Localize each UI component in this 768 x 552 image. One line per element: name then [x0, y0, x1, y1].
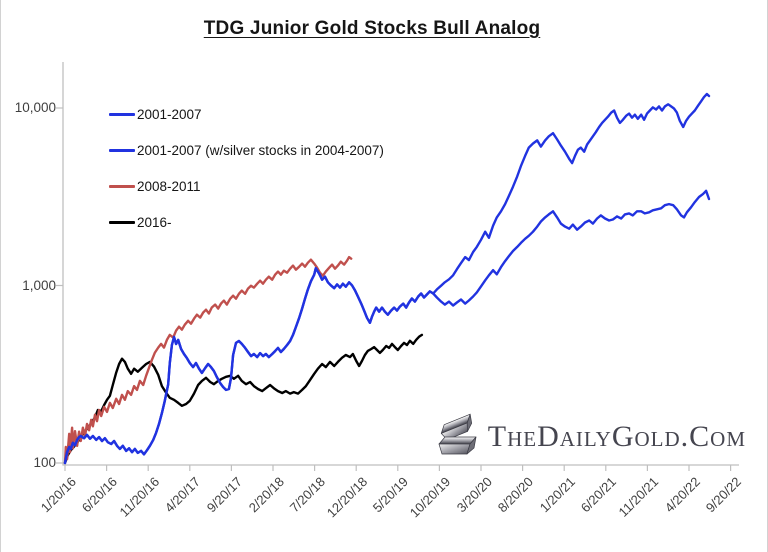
y-axis-label: 1,000 — [22, 277, 56, 293]
y-axis-label: 100 — [33, 455, 56, 470]
legend-item: 2016- — [109, 204, 384, 240]
legend-item: 2001-2007 (w/silver stocks in 2004-2007) — [109, 132, 384, 168]
watermark: TheDailyGold.Com — [434, 413, 746, 461]
legend-line-swatch — [109, 112, 135, 116]
legend-item: 2008-2011 — [109, 168, 384, 204]
legend-item: 2001-2007 — [109, 96, 384, 132]
legend-label: 2001-2007 (w/silver stocks in 2004-2007) — [137, 142, 384, 158]
gold-bars-icon — [438, 413, 477, 455]
legend-line-swatch — [109, 148, 135, 152]
series-line-2016- — [63, 333, 424, 465]
watermark-text: TheDailyGold.Com — [487, 420, 746, 453]
legend-line-swatch — [109, 184, 135, 188]
legend-label: 2001-2007 — [137, 106, 202, 122]
legend-label: 2016- — [137, 214, 172, 230]
legend-line-swatch — [109, 220, 135, 224]
legend: 2001-2007 2001-2007 (w/silver stocks in … — [109, 96, 384, 240]
legend-label: 2008-2011 — [137, 178, 201, 194]
y-axis-label: 10,000 — [14, 100, 56, 115]
chart-title: TDG Junior Gold Stocks Bull Analog — [203, 18, 541, 39]
series-line-2001-2007 — [63, 92, 711, 465]
series-line-2008-2011 — [63, 255, 353, 465]
